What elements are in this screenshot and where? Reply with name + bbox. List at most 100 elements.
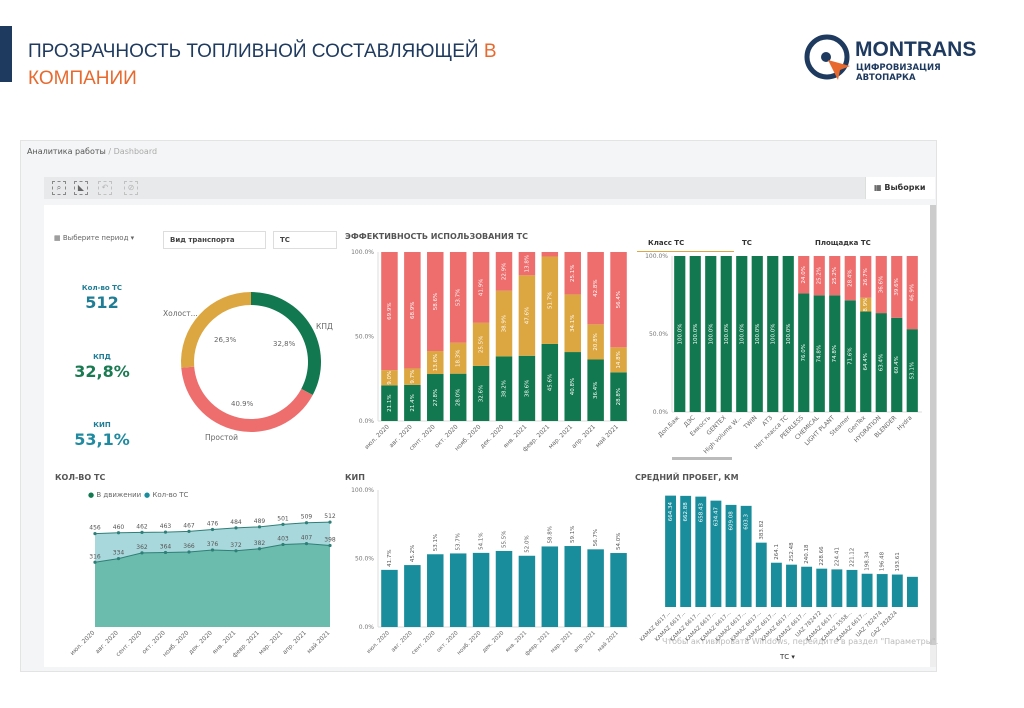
stacked-bar-segment xyxy=(587,324,604,360)
bar-value-label: 20.8% xyxy=(593,333,599,350)
data-point xyxy=(234,526,238,530)
x-tick-label: июл. 2020 xyxy=(363,423,391,451)
x-tick-label: июл. 2020 xyxy=(366,630,391,655)
toolbar: ⌕ ◣ ↶ ⊘ ▦ Выборки xyxy=(44,177,935,199)
x-tick-label: мар. 2021 xyxy=(550,630,574,654)
data-label: 476 xyxy=(207,520,219,527)
stacked-bar-segment xyxy=(472,365,490,421)
bar-value-label: 25.2% xyxy=(817,267,823,284)
stacked-bar-segment xyxy=(404,368,421,385)
bar-value-label: 74.8% xyxy=(832,345,838,362)
period-label: Выберите период xyxy=(62,234,129,242)
stacked-bar-segment xyxy=(472,322,490,366)
period-selector[interactable]: ▦ Выберите период ▾ xyxy=(54,234,134,242)
bar xyxy=(541,546,559,627)
x-tick-label: дек. 2020 xyxy=(481,630,505,654)
clear-icon[interactable]: ⊘ xyxy=(124,181,138,195)
bar-value-label: 240.18 xyxy=(804,544,810,564)
back-icon[interactable]: ↶ xyxy=(98,181,112,195)
lasso-select-icon[interactable]: ◣ xyxy=(74,181,88,195)
y-tick-label: 0.0% xyxy=(359,418,375,425)
legend-marker-icon: ● xyxy=(144,491,151,499)
donut-label-downtime: Простой xyxy=(205,433,238,442)
tab-vehicle[interactable]: ТС xyxy=(742,239,752,247)
kpi-count-label: Кол-во ТС xyxy=(81,284,123,292)
bar-value-label: 53.7% xyxy=(456,533,462,550)
bar-value-label: 68.9% xyxy=(410,301,416,318)
mileage-dimension-selector[interactable]: ТС ▾ xyxy=(780,653,795,661)
kpi-efficiency-value: 32,8% xyxy=(74,362,130,381)
stacked-bar-segment xyxy=(427,252,444,352)
bar xyxy=(725,504,737,607)
bar xyxy=(876,574,888,607)
transport-type-filter[interactable]: Вид транспорта xyxy=(163,231,266,249)
data-label: 398 xyxy=(324,536,336,543)
stacked-bar-segment xyxy=(518,252,536,276)
bar xyxy=(755,542,767,607)
logo-name: MONTRANS xyxy=(855,38,977,61)
donut-label-idle: Холост... xyxy=(163,309,198,318)
x-tick-label: апр. 2021 xyxy=(573,630,597,654)
tab-site[interactable]: Площадка ТС xyxy=(815,239,871,247)
bar-value-label: 28.8% xyxy=(616,388,622,405)
stacked-bar-segment xyxy=(449,252,467,343)
data-point xyxy=(187,550,191,554)
bar-value-label: 58.8% xyxy=(547,526,553,543)
stacked-bar-segment xyxy=(495,290,513,357)
bar xyxy=(404,565,421,627)
data-label: 403 xyxy=(277,535,289,542)
bar-value-label: 60.4% xyxy=(894,356,900,373)
bar-value-label: 53.7% xyxy=(456,289,462,306)
bar-value-label: 13.8% xyxy=(524,255,530,272)
bar xyxy=(665,495,677,607)
stacked-bar-segment xyxy=(829,295,841,412)
bar-value-label: 53.1% xyxy=(910,362,916,379)
tab-vehicle-class[interactable]: Класс ТС xyxy=(648,239,685,247)
x-tick-label: Доп.Баж xyxy=(657,414,682,439)
bar-value-label: 64.4% xyxy=(863,353,869,370)
x-tick-label: нояб. 2020 xyxy=(456,630,483,657)
x-tick-label: апр. 2021 xyxy=(281,629,308,656)
stacked-bar-segment xyxy=(404,384,421,421)
stacked-bar-segment xyxy=(689,256,701,412)
bar-value-label: 252.48 xyxy=(789,542,795,562)
bar xyxy=(680,495,692,607)
stacked-bar-segment xyxy=(381,370,398,386)
horizontal-scrollbar[interactable] xyxy=(672,457,732,460)
bar-value-label: 74.8% xyxy=(817,345,823,362)
vehicle-filter[interactable]: ТС xyxy=(273,231,337,249)
scrollbar-thumb[interactable] xyxy=(930,205,936,645)
x-tick-label: мар. 2021 xyxy=(547,423,574,450)
data-point xyxy=(304,521,309,525)
data-point xyxy=(163,530,168,534)
y-tick-label: 100.0% xyxy=(351,249,374,256)
bar xyxy=(801,566,813,607)
vertical-scrollbar[interactable] xyxy=(930,205,936,667)
bar-value-label: 22.9% xyxy=(502,263,508,280)
stacked-bar-segment xyxy=(518,275,536,356)
breadcrumb-separator: / xyxy=(108,147,112,156)
bar xyxy=(846,569,858,607)
windows-activation-watermark: Чтобы активировать Windows, перейдите в … xyxy=(662,637,939,646)
selections-button[interactable]: ▦ Выборки xyxy=(865,177,935,199)
data-point xyxy=(163,550,168,555)
stacked-bar-segment xyxy=(705,256,717,412)
donut-slice xyxy=(181,366,313,432)
stacked-bar-segment xyxy=(610,252,627,348)
stacked-bar-segment xyxy=(829,256,841,296)
accent-bar xyxy=(0,26,12,82)
bar-value-label: 9.0% xyxy=(387,371,393,385)
data-label: 407 xyxy=(301,535,313,542)
breadcrumb-parent[interactable]: Аналитика работы xyxy=(27,147,106,156)
data-label: 372 xyxy=(230,542,242,549)
bar-value-label: 13.6% xyxy=(433,354,439,371)
stacked-bar-segment xyxy=(381,385,398,421)
bar-value-label: 38.9% xyxy=(502,315,508,332)
data-label: 460 xyxy=(113,524,125,531)
bar-value-label: 40.8% xyxy=(570,378,576,395)
zoom-select-icon[interactable]: ⌕ xyxy=(52,181,66,195)
bar-value-label: 28.0% xyxy=(456,389,462,406)
data-point xyxy=(234,549,238,553)
x-tick-label: авг. 2020 xyxy=(390,630,414,654)
